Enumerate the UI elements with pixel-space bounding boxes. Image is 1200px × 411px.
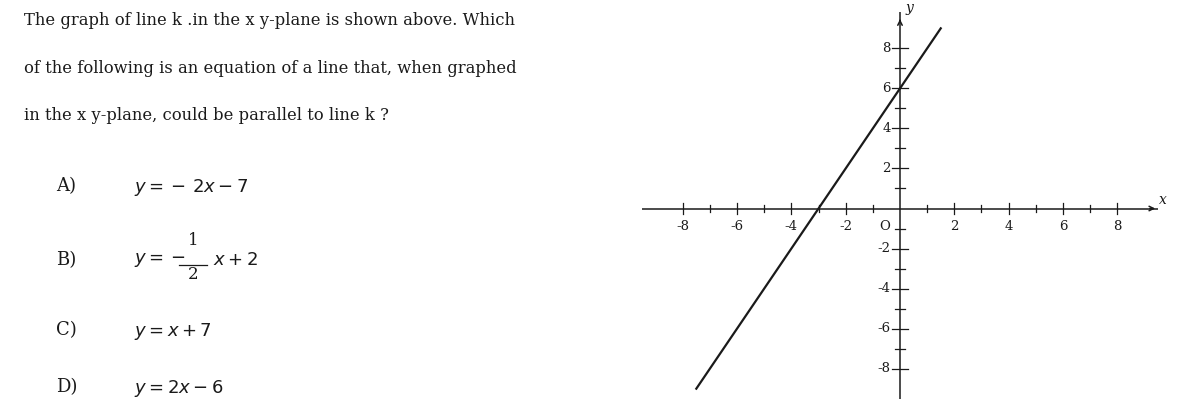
Text: 2: 2: [950, 219, 959, 233]
Text: 6: 6: [882, 82, 890, 95]
Text: -2: -2: [877, 242, 890, 255]
Text: A): A): [55, 177, 76, 195]
Text: 4: 4: [882, 122, 890, 135]
Text: The graph of line k .in the x y-plane is shown above. Which: The graph of line k .in the x y-plane is…: [24, 12, 516, 29]
Text: B): B): [55, 251, 76, 269]
Text: $y = x + 7$: $y = x + 7$: [133, 321, 211, 342]
Text: 6: 6: [1058, 219, 1067, 233]
Text: 4: 4: [1004, 219, 1013, 233]
Text: $x + 2$: $x + 2$: [212, 251, 258, 269]
Text: -6: -6: [877, 322, 890, 335]
Text: 8: 8: [1114, 219, 1122, 233]
Text: C): C): [55, 321, 77, 339]
Text: $y = 2x - 6$: $y = 2x - 6$: [133, 378, 223, 399]
Text: $y = -\,$: $y = -\,$: [133, 251, 186, 269]
Text: 1: 1: [187, 232, 198, 249]
Text: -4: -4: [877, 282, 890, 295]
Text: -2: -2: [839, 219, 852, 233]
Text: 2: 2: [882, 162, 890, 175]
Text: y: y: [906, 1, 913, 15]
Text: 2: 2: [187, 266, 198, 283]
Text: -8: -8: [677, 219, 689, 233]
Text: 8: 8: [882, 42, 890, 55]
Text: D): D): [55, 378, 77, 396]
Text: x: x: [1159, 192, 1168, 206]
Text: -4: -4: [785, 219, 798, 233]
Text: of the following is an equation of a line that, when graphed: of the following is an equation of a lin…: [24, 60, 517, 76]
Text: in the x y-plane, could be parallel to line k ?: in the x y-plane, could be parallel to l…: [24, 107, 389, 124]
Text: -6: -6: [731, 219, 744, 233]
Text: -8: -8: [877, 362, 890, 375]
Text: O: O: [878, 219, 889, 233]
Text: $y = -\, 2x - 7$: $y = -\, 2x - 7$: [133, 177, 248, 198]
